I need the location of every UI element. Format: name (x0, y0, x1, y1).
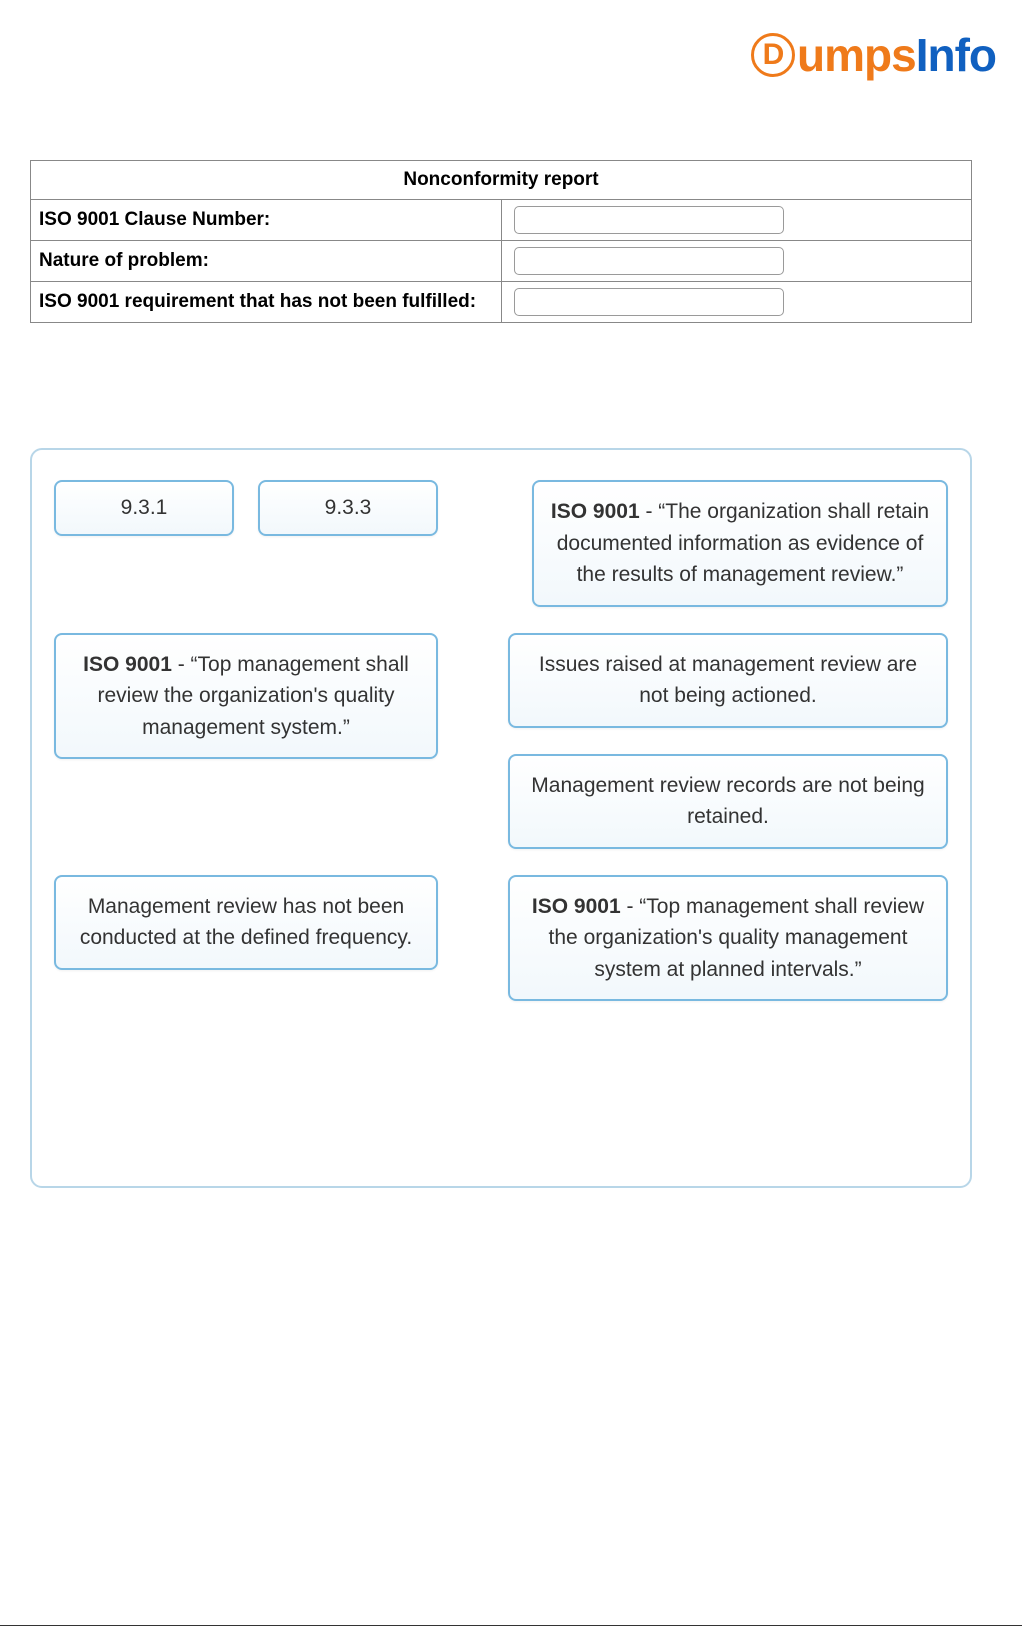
row-slot-cell (501, 282, 972, 323)
option-text: Management review records are not being … (531, 774, 924, 829)
option-text: Issues raised at management review are n… (539, 653, 917, 708)
option-card-933[interactable]: 9.3.3 (258, 480, 438, 536)
option-card-records[interactable]: Management review records are not being … (508, 754, 948, 849)
row-slot-cell (501, 241, 972, 282)
drop-slot-requirement[interactable] (514, 288, 784, 316)
drop-slot-nature[interactable] (514, 247, 784, 275)
option-bold: ISO 9001 (551, 500, 640, 523)
row-label-requirement: ISO 9001 requirement that has not been f… (31, 282, 502, 323)
option-bold: ISO 9001 (83, 653, 172, 676)
option-card-frequency[interactable]: Management review has not been conducted… (54, 875, 438, 970)
logo-d-icon: D (751, 33, 795, 77)
options-panel: 9.3.1 9.3.3 ISO 9001 - “The organization… (30, 448, 972, 1188)
row-label-nature: Nature of problem: (31, 241, 502, 282)
drop-slot-clause[interactable] (514, 206, 784, 234)
nonconformity-report-table: Nonconformity report ISO 9001 Clause Num… (30, 160, 972, 323)
row-slot-cell (501, 200, 972, 241)
option-text: 9.3.3 (325, 496, 372, 519)
logo-text-1: umps (797, 29, 916, 81)
report-title: Nonconformity report (31, 161, 972, 200)
table-row: ISO 9001 Clause Number: (31, 200, 972, 241)
footer-divider (0, 1625, 1022, 1626)
option-card-iso-topmgmt[interactable]: ISO 9001 - “Top management shall review … (54, 633, 438, 760)
option-card-iso-retain[interactable]: ISO 9001 - “The organization shall retai… (532, 480, 948, 607)
option-text: Management review has not been conducted… (80, 895, 412, 950)
option-card-issues[interactable]: Issues raised at management review are n… (508, 633, 948, 728)
option-card-iso-intervals[interactable]: ISO 9001 - “Top management shall review … (508, 875, 948, 1002)
option-bold: ISO 9001 (532, 895, 621, 918)
option-text: 9.3.1 (121, 496, 168, 519)
page-root: DumpsInfo Nonconformity report ISO 9001 … (0, 0, 1022, 1628)
table-row: ISO 9001 requirement that has not been f… (31, 282, 972, 323)
logo: DumpsInfo (751, 28, 996, 82)
table-row: Nature of problem: (31, 241, 972, 282)
row-label-clause: ISO 9001 Clause Number: (31, 200, 502, 241)
logo-text-2: Info (916, 29, 996, 81)
option-card-931[interactable]: 9.3.1 (54, 480, 234, 536)
